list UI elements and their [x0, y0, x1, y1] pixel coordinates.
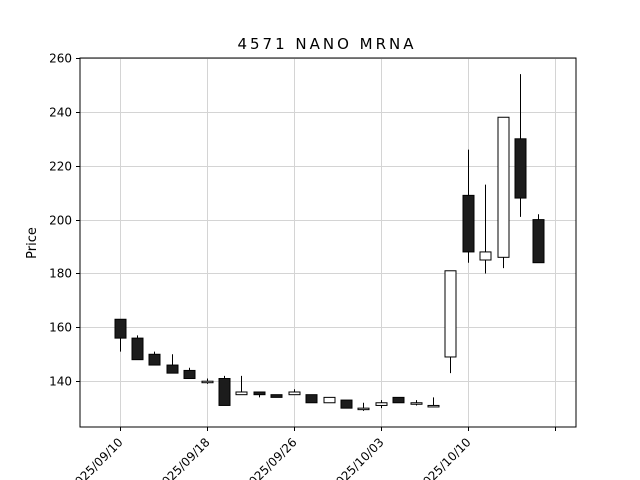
x-axis-ticks: 2025/09/10 2025/09/18 2025/09/26 2025/10/03…: [67, 427, 556, 480]
candle: [323, 396, 336, 404]
candle-body-up: [375, 402, 388, 406]
y-tick-label: 220: [49, 160, 72, 174]
candle-body-down: [148, 353, 161, 366]
candle-body-up: [288, 391, 301, 396]
candle: [148, 351, 161, 366]
x-tick-label: 2025/10/03: [328, 435, 387, 480]
candle-body-up: [357, 407, 370, 411]
candle-layer: [114, 74, 545, 411]
candle-body-down: [166, 364, 179, 374]
candle: [235, 375, 248, 396]
chart-title: 4571 NANO MRNA: [237, 35, 416, 53]
candle-body-down: [183, 369, 196, 380]
y-tick-label: 160: [49, 321, 72, 335]
y-axis-ticks: 140 160 180 200 220 240 260: [49, 52, 80, 389]
candle: [253, 391, 266, 398]
candle: [131, 335, 144, 361]
candle-body-down: [340, 399, 353, 409]
x-tick-label: 2025/09/26: [241, 435, 300, 480]
candle: [444, 270, 457, 374]
candle: [357, 402, 370, 411]
candle-body-down: [114, 318, 127, 339]
candle: [514, 74, 527, 217]
candle: [201, 378, 214, 384]
x-tick-label: 2025/10/10: [415, 435, 474, 480]
candle: [497, 116, 510, 269]
candle-body-down: [305, 394, 318, 404]
candle-body-down: [532, 219, 545, 264]
candle: [218, 375, 231, 406]
candle-body-down: [253, 391, 266, 396]
candle-body-up: [410, 402, 423, 405]
candle: [183, 367, 196, 380]
candle-body-up: [323, 396, 336, 404]
candle-body-down: [218, 378, 231, 406]
candle: [410, 400, 423, 406]
candle: [340, 399, 353, 409]
y-tick-label: 140: [49, 375, 72, 389]
candle-body-up: [201, 380, 214, 384]
candle-body-down: [131, 337, 144, 361]
candle-body-up: [479, 251, 492, 261]
candle-body-up: [427, 404, 440, 408]
plot-frame: [79, 57, 577, 428]
y-tick-label: 260: [49, 52, 72, 66]
x-tick-label: 2025/09/10: [67, 435, 126, 480]
grid-layer: [80, 58, 576, 427]
candle: [427, 397, 440, 408]
candle-body-up: [497, 116, 510, 258]
candle-body-down: [270, 394, 283, 398]
candle-body-down: [462, 194, 475, 253]
candle: [166, 354, 179, 374]
y-axis-label: Price: [25, 227, 40, 259]
candle: [305, 394, 318, 404]
candle: [462, 149, 475, 263]
candle: [392, 396, 405, 404]
candle-body-down: [392, 396, 405, 404]
y-tick-label: 180: [49, 267, 72, 281]
candle: [288, 389, 301, 396]
candle: [532, 214, 545, 264]
candle-body-up: [235, 391, 248, 396]
candle: [375, 400, 388, 409]
candle-body-down: [514, 138, 527, 199]
y-tick-label: 240: [49, 106, 72, 120]
candle: [270, 394, 283, 398]
candle: [479, 184, 492, 274]
candle-body-up: [444, 270, 457, 358]
x-tick-label: 2025/09/18: [154, 435, 213, 480]
candle: [114, 318, 127, 352]
y-tick-label: 200: [49, 214, 72, 228]
